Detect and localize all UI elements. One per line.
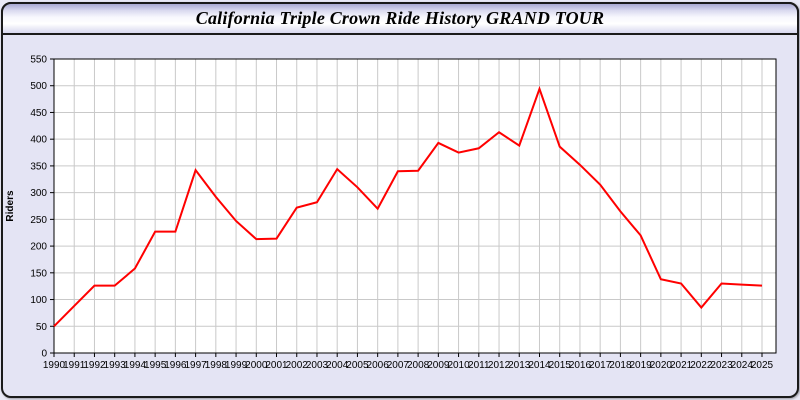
data-line xyxy=(53,85,763,327)
x-tick-label: 2022 xyxy=(690,360,713,371)
x-tick-label: 2000 xyxy=(245,360,268,371)
x-tick-label: 1993 xyxy=(104,360,127,371)
x-tick-label: 2020 xyxy=(650,360,673,371)
y-tick-label: 0 xyxy=(41,349,47,360)
x-tick-label: 1990 xyxy=(43,360,66,371)
x-tick-label: 2007 xyxy=(387,360,410,371)
x-tick-label: 2021 xyxy=(670,360,693,371)
x-tick-label: 2019 xyxy=(630,360,653,371)
y-axis-title: Riders xyxy=(5,190,16,222)
x-tick-label: 2011 xyxy=(468,360,490,371)
x-tick-label: 1997 xyxy=(184,360,207,371)
x-tick-label: 2008 xyxy=(407,360,430,371)
y-tick-label: 250 xyxy=(30,215,47,226)
y-tick-label: 50 xyxy=(36,322,48,333)
y-tick-label: 350 xyxy=(30,161,47,172)
plot-border xyxy=(53,58,777,354)
x-tick-label: 2016 xyxy=(569,360,592,371)
x-tick-label: 1992 xyxy=(83,360,106,371)
y-tick-label: 200 xyxy=(30,242,47,253)
x-tick-label: 1998 xyxy=(205,360,228,371)
y-tick-label: 400 xyxy=(30,135,47,146)
y-tick-label: 150 xyxy=(30,268,47,279)
y-tick-label: 450 xyxy=(30,108,47,119)
y-tick-label: 100 xyxy=(30,295,47,306)
x-tick-label: 1999 xyxy=(225,360,248,371)
x-tick-label: 1996 xyxy=(164,360,187,371)
y-tick-label: 500 xyxy=(30,81,47,92)
x-tick-label: 2024 xyxy=(731,360,754,371)
x-tick-label: 2025 xyxy=(751,360,774,371)
x-tick-label: 2013 xyxy=(508,360,531,371)
chart-title: California Triple Crown Ride History GRA… xyxy=(195,8,605,28)
x-tick-label: 2003 xyxy=(306,360,329,371)
chart-title-bar: California Triple Crown Ride History GRA… xyxy=(1,2,799,35)
x-tick-label: 2017 xyxy=(589,360,612,371)
x-tick-label: 2002 xyxy=(286,360,309,371)
x-tick-label: 2014 xyxy=(528,360,551,371)
x-tick-label: 2001 xyxy=(265,360,288,371)
x-tick-label: 1995 xyxy=(144,360,167,371)
x-tick-label: 2012 xyxy=(488,360,511,371)
x-tick-label: 1994 xyxy=(124,360,147,371)
x-tick-label: 2009 xyxy=(427,360,450,371)
x-tick-label: 2006 xyxy=(367,360,390,371)
x-tick-label: 2018 xyxy=(609,360,632,371)
x-tick-label: 2004 xyxy=(326,360,349,371)
x-tick-label: 1991 xyxy=(63,360,86,371)
x-tick-label: 2015 xyxy=(549,360,572,371)
x-tick-label: 2023 xyxy=(710,360,733,371)
x-tick-label: 2005 xyxy=(346,360,369,371)
x-tick-label: 2010 xyxy=(447,360,470,371)
y-tick-label: 550 xyxy=(30,55,47,66)
plot-area xyxy=(54,59,776,353)
y-tick-label: 300 xyxy=(30,188,47,199)
